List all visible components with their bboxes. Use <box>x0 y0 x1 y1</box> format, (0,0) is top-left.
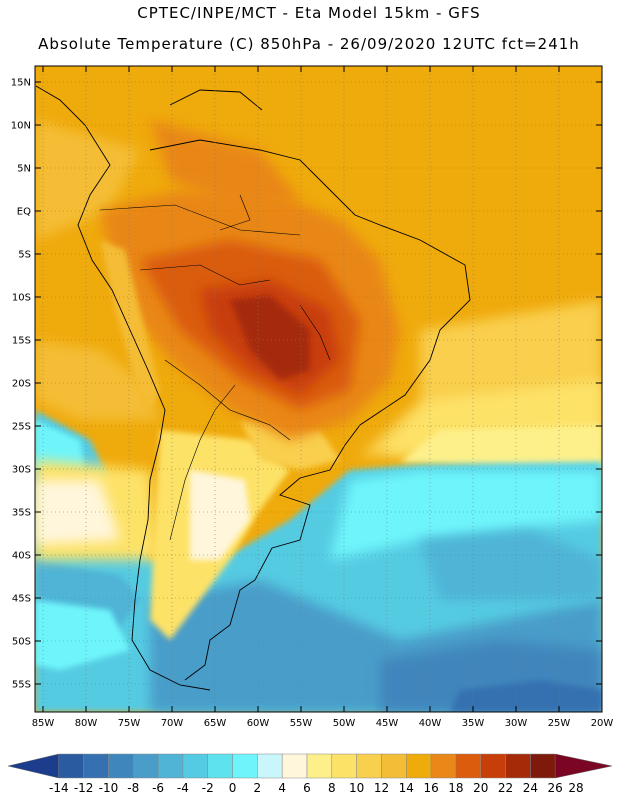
legend-swatch <box>356 753 382 779</box>
lat-tick-label: 45S <box>12 594 31 605</box>
legend-swatch <box>108 753 134 779</box>
lat-tick-label: 10N <box>11 121 31 132</box>
lon-tick-label: 60W <box>247 718 270 729</box>
legend-label: -8 <box>127 781 139 795</box>
axis-ticks <box>35 66 603 712</box>
lat-tick-label: 5N <box>17 164 31 175</box>
coastlines <box>35 85 471 691</box>
legend-label: 10 <box>349 781 364 795</box>
legend-label: -14 <box>49 781 69 795</box>
map-frame <box>34 65 603 713</box>
legend-swatch <box>554 753 613 779</box>
legend-swatch <box>406 753 432 779</box>
legend-swatch <box>83 753 109 779</box>
legend-swatch <box>530 753 556 779</box>
legend-swatch <box>430 753 457 779</box>
lon-tick-label: 20W <box>591 718 614 729</box>
legend-label: 8 <box>328 781 336 795</box>
lat-tick-label: 40S <box>12 551 31 562</box>
lat-tick-label: 5S <box>18 250 31 261</box>
temperature-field <box>35 66 602 712</box>
legend-label: -10 <box>99 781 119 795</box>
legend-label: 28 <box>568 781 583 795</box>
lon-tick-label: 55W <box>290 718 313 729</box>
lon-tick-label: 85W <box>32 718 55 729</box>
legend-label: 20 <box>473 781 488 795</box>
legend-label: 26 <box>548 781 563 795</box>
lon-tick-label: 45W <box>376 718 399 729</box>
lat-tick-label: 15N <box>11 78 31 89</box>
legend-swatch <box>207 753 233 779</box>
legend-label: 2 <box>254 781 262 795</box>
lon-tick-label: 40W <box>419 718 442 729</box>
lon-axis: 85W 80W 75W 70W 65W 60W 55W 50W 45W 40W 35W 30W 25W 2… <box>32 718 614 729</box>
legend-swatch <box>381 753 407 779</box>
lon-tick-label: 50W <box>333 718 356 729</box>
lon-tick-label: 80W <box>75 718 98 729</box>
lat-axis: 15N 10N 5N EQ 5S 10S 15S 20S 25S 30S 35S 40S 45S 50S 5… <box>11 78 31 691</box>
legend-swatch <box>58 753 84 779</box>
legend-swatch <box>281 753 308 779</box>
legend-label: 0 <box>229 781 237 795</box>
legend-label: 12 <box>374 781 389 795</box>
lon-tick-label: 25W <box>548 718 571 729</box>
lat-tick-label: 15S <box>12 336 31 347</box>
lat-tick-label: 20S <box>12 379 31 390</box>
legend-swatch <box>157 753 184 779</box>
lon-tick-label: 35W <box>462 718 485 729</box>
lat-tick-label: 25S <box>12 422 31 433</box>
lat-tick-label: EQ <box>17 207 31 218</box>
lat-tick-label: 55S <box>12 680 31 691</box>
lon-tick-label: 65W <box>204 718 227 729</box>
legend-swatch <box>7 753 60 779</box>
legend-swatch <box>455 753 481 779</box>
title-line-1: CPTEC/INPE/MCT - Eta Model 15km - GFS <box>137 4 481 22</box>
lon-tick-label: 75W <box>118 718 141 729</box>
legend-swatch <box>257 753 283 779</box>
legend-swatch <box>182 753 208 779</box>
lon-tick-label: 30W <box>505 718 528 729</box>
legend-label: 18 <box>448 781 463 795</box>
legend-swatch <box>331 753 357 779</box>
graticule <box>35 66 603 712</box>
legend-label: 24 <box>523 781 538 795</box>
legend-label: -2 <box>202 781 214 795</box>
lat-tick-label: 10S <box>12 293 31 304</box>
lat-tick-label: 30S <box>12 465 31 476</box>
lon-tick-label: 70W <box>161 718 184 729</box>
legend-label: -12 <box>74 781 94 795</box>
legend-label: 22 <box>498 781 513 795</box>
temperature-map: 85W 80W 75W 70W 65W 60W 55W 50W 45W 40W 35W 30W 25W 2… <box>11 65 614 729</box>
legend-swatch <box>306 753 333 779</box>
legend-swatch <box>480 753 506 779</box>
borders <box>99 194 331 541</box>
legend-label: 6 <box>303 781 311 795</box>
legend-label: -6 <box>152 781 164 795</box>
legend-swatch <box>505 753 531 779</box>
color-legend: -14 -12 -10 -8 -6 -4 -2 0 2 4 6 8 10 12 14 16 18 20 22 24 26… <box>7 753 613 795</box>
legend-label: 16 <box>423 781 438 795</box>
legend-label: 4 <box>278 781 286 795</box>
legend-label: -4 <box>177 781 189 795</box>
title-line-2: Absolute Temperature (C) 850hPa - 26/09/… <box>38 35 580 53</box>
legend-label: 14 <box>399 781 414 795</box>
legend-swatch <box>133 753 159 779</box>
lat-tick-label: 35S <box>12 508 31 519</box>
legend-swatch <box>232 753 258 779</box>
lat-tick-label: 50S <box>12 637 31 648</box>
